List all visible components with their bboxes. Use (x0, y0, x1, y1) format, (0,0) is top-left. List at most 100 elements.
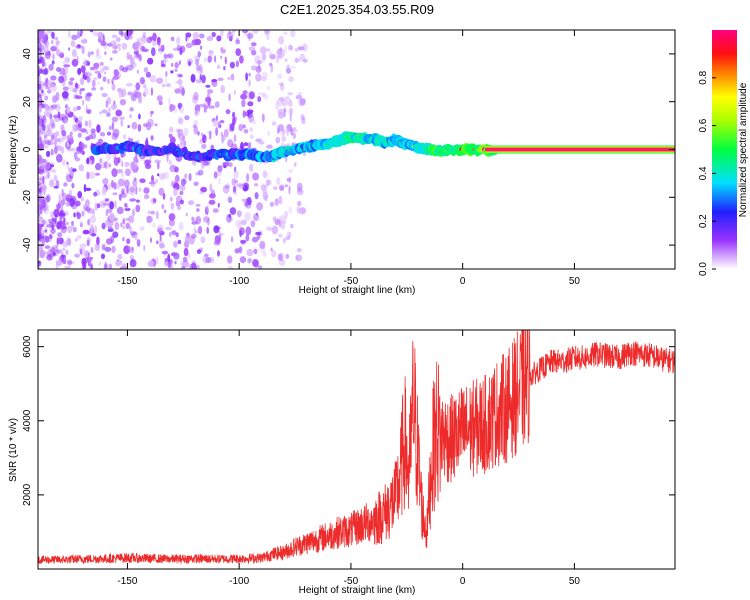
noise-blob (209, 183, 213, 192)
noise-blob (40, 130, 46, 135)
noise-blob (54, 213, 57, 223)
noise-blob (71, 58, 79, 67)
noise-blob (94, 66, 98, 71)
noise-blob (145, 137, 149, 146)
noise-blob (201, 74, 206, 84)
colorbar-tick-label: 0.8 (698, 70, 709, 84)
noise-blob (41, 200, 44, 207)
noise-blob (91, 208, 96, 217)
noise-blob (220, 47, 224, 51)
noise-blob (185, 212, 188, 217)
noise-blob (232, 111, 236, 118)
noise-blob (130, 161, 135, 171)
noise-blob (155, 256, 159, 265)
noise-blob (38, 85, 44, 90)
noise-blob (145, 121, 152, 131)
noise-blob (188, 173, 192, 182)
y-tick-label: 4000 (22, 409, 33, 432)
noise-blob (272, 216, 277, 222)
noise-blob (196, 208, 200, 212)
noise-blob (41, 219, 46, 226)
noise-blob (138, 54, 142, 62)
noise-blob (97, 36, 102, 43)
noise-blob (44, 229, 47, 233)
noise-blob (43, 45, 49, 54)
noise-blob (223, 48, 227, 53)
noise-blob (75, 238, 78, 242)
snr-x-axis-label: Height of straight line (km) (299, 585, 416, 596)
noise-blob (105, 152, 112, 161)
noise-blob (38, 154, 42, 163)
noise-blob (53, 36, 58, 40)
noise-blob (149, 75, 157, 83)
noise-blob (38, 30, 44, 40)
noise-blob (193, 91, 199, 101)
noise-blob (282, 129, 288, 134)
y-tick-label: 6000 (22, 335, 33, 358)
noise-blob (119, 99, 127, 106)
noise-blob (297, 186, 302, 193)
noise-blob (181, 265, 186, 269)
noise-blob (50, 246, 56, 254)
noise-blob (275, 136, 281, 144)
noise-blob (222, 184, 230, 194)
noise-blob (47, 171, 50, 179)
noise-blob (40, 89, 44, 94)
noise-blob (138, 187, 142, 193)
noise-blob (86, 97, 91, 103)
noise-blob (88, 119, 92, 128)
noise-blob (38, 203, 44, 210)
noise-blob (248, 72, 251, 77)
noise-blob (117, 253, 123, 260)
noise-blob (118, 90, 124, 98)
noise-blob (241, 198, 247, 202)
noise-blob (238, 124, 244, 132)
noise-blob (217, 77, 224, 82)
noise-blob (58, 137, 65, 143)
noise-blob (295, 255, 299, 261)
noise-blob (79, 88, 82, 95)
noise-blob (297, 200, 302, 207)
noise-blob (120, 118, 124, 127)
noise-blob (56, 48, 61, 57)
x-tick-label: -100 (229, 576, 249, 587)
noise-blob (106, 131, 112, 136)
noise-blob (84, 71, 91, 77)
noise-blob (114, 200, 117, 209)
noise-blob (129, 259, 137, 268)
y-tick-label: -40 (22, 237, 33, 252)
snr-series-line (38, 330, 675, 565)
noise-blob (113, 69, 119, 77)
x-tick-label: -100 (229, 276, 249, 287)
noise-blob (142, 123, 148, 128)
colorbar-ticks: 0.0 0.2 0.4 0.6 0.8 (698, 70, 716, 276)
noise-blob (214, 101, 220, 108)
noise-blob (288, 185, 291, 195)
noise-blob (174, 68, 178, 73)
noise-blob (50, 75, 57, 81)
noise-blob (267, 130, 270, 136)
noise-blob (157, 173, 160, 177)
noise-blob (203, 216, 210, 223)
noise-blob (66, 106, 71, 114)
noise-blob (284, 58, 288, 63)
noise-blob (102, 34, 105, 43)
noise-blob (302, 58, 308, 63)
noise-blob (177, 129, 181, 138)
noise-blob (150, 179, 156, 188)
noise-blob (109, 201, 115, 210)
noise-blob (163, 262, 169, 267)
noise-blob (111, 83, 116, 91)
noise-blob (207, 55, 212, 63)
noise-blob (179, 106, 185, 114)
noise-blob (99, 61, 104, 66)
noise-blob (164, 209, 167, 214)
noise-blob (113, 181, 117, 190)
noise-blob (216, 35, 222, 42)
noise-blob (94, 202, 98, 211)
noise-blob (227, 265, 233, 269)
noise-blob (195, 172, 201, 176)
noise-blob (165, 54, 172, 58)
noise-blob (55, 130, 60, 136)
noise-blob (38, 187, 42, 195)
